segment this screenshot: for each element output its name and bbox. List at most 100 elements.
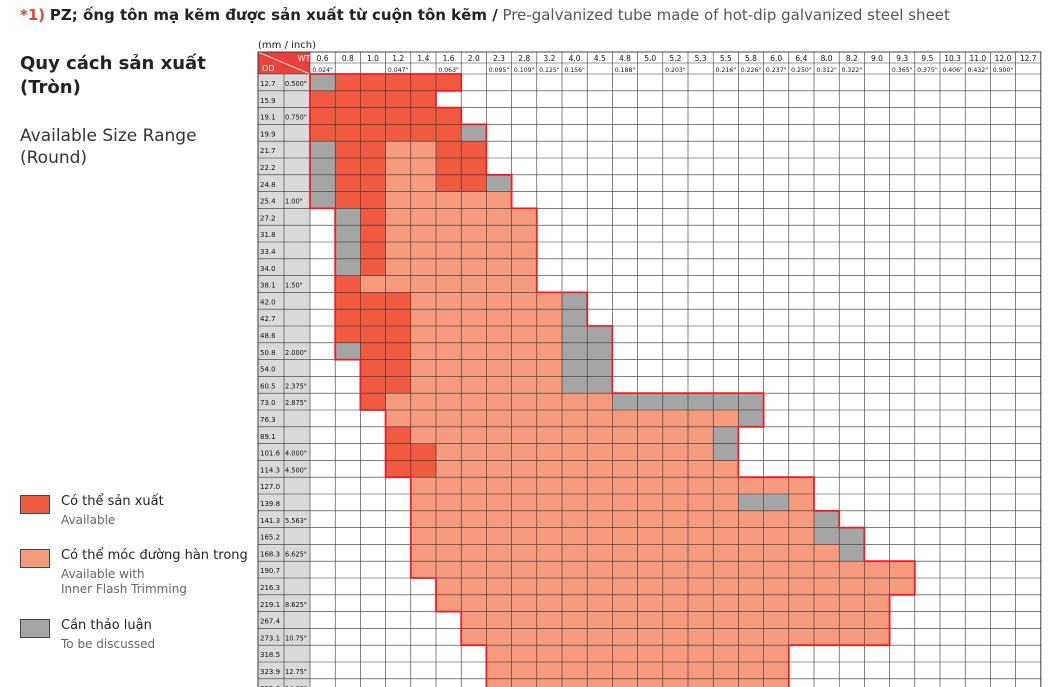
table-cell <box>562 342 588 360</box>
table-cell <box>788 527 814 545</box>
table-cell <box>612 678 638 687</box>
table-cell <box>713 628 739 646</box>
table-cell <box>587 561 613 578</box>
wt-label: 1.0 <box>367 54 379 63</box>
table-cell <box>385 158 411 175</box>
table-cell <box>461 477 487 494</box>
table-cell <box>511 460 537 478</box>
table-cell <box>562 594 588 612</box>
table-cell <box>511 242 537 259</box>
unit-label: (mm / inch) <box>258 40 316 51</box>
wt-inch-label: 0.125" <box>539 67 560 74</box>
table-cell <box>637 477 663 494</box>
table-cell <box>436 74 462 91</box>
table-cell <box>511 393 537 410</box>
od-label: 19.9 <box>260 130 276 138</box>
table-cell <box>637 611 663 629</box>
table-cell <box>662 594 688 612</box>
table-cell <box>662 662 688 679</box>
table-cell <box>335 309 361 326</box>
table-cell <box>436 174 462 192</box>
table-cell <box>385 124 411 142</box>
table-cell <box>763 678 789 687</box>
od-inch-label: 6.625" <box>285 550 307 558</box>
table-cell <box>839 628 865 646</box>
table-cell <box>763 611 789 629</box>
table-cell <box>360 242 386 259</box>
table-cell <box>662 678 688 687</box>
wt-label: 3.2 <box>543 54 555 63</box>
table-cell <box>662 628 688 646</box>
table-cell <box>310 158 336 175</box>
od-inch-label: 2.375" <box>285 382 307 390</box>
table-cell <box>814 527 840 545</box>
table-cell <box>511 292 537 310</box>
table-cell <box>410 393 436 410</box>
table-cell <box>436 594 462 612</box>
table-cell <box>310 90 336 108</box>
table-cell <box>839 611 865 629</box>
table-cell <box>486 376 512 394</box>
table-cell <box>788 510 814 528</box>
od-label: 89.1 <box>260 433 276 441</box>
table-cell <box>461 628 487 646</box>
wt-label: 8.0 <box>821 54 833 63</box>
table-cell <box>536 292 562 310</box>
table-cell <box>335 174 361 192</box>
table-cell <box>536 342 562 360</box>
od-label: 139.8 <box>260 500 280 508</box>
table-cell <box>713 494 739 511</box>
table-cell <box>562 443 588 461</box>
table-cell <box>511 258 537 276</box>
table-cell <box>385 275 411 293</box>
table-cell <box>410 275 436 293</box>
table-cell <box>738 410 764 427</box>
wt-inch-label: 0.226" <box>741 67 762 74</box>
wt-inch-label: 0.237" <box>766 67 787 74</box>
table-cell <box>562 611 588 629</box>
od-label: 73.0 <box>260 399 276 407</box>
table-cell <box>763 645 789 662</box>
table-cell <box>637 527 663 545</box>
table-cell <box>360 191 386 209</box>
table-cell <box>461 225 487 242</box>
table-cell <box>436 342 462 360</box>
wt-label: 1.2 <box>392 54 404 63</box>
table-cell <box>738 561 764 578</box>
table-cell <box>612 561 638 578</box>
table-cell <box>511 410 537 427</box>
table-cell <box>360 376 386 394</box>
table-cell <box>410 225 436 242</box>
table-cell <box>713 477 739 494</box>
table-cell <box>385 410 411 427</box>
table-cell <box>486 309 512 326</box>
table-cell <box>612 460 638 478</box>
table-cell <box>486 510 512 528</box>
table-cell <box>461 275 487 293</box>
table-cell <box>511 275 537 293</box>
table-cell <box>662 527 688 545</box>
table-cell <box>436 124 462 142</box>
table-cell <box>436 443 462 461</box>
od-inch-label: 10.75" <box>285 634 307 642</box>
table-cell <box>864 628 890 646</box>
legend-label-vi: Có thể móc đường hàn trong <box>61 548 248 563</box>
table-cell <box>536 326 562 343</box>
table-cell <box>713 527 739 545</box>
table-cell <box>511 443 537 461</box>
table-cell <box>436 326 462 343</box>
table-cell <box>385 393 411 410</box>
table-cell <box>688 594 714 612</box>
od-label: 24.8 <box>260 181 276 189</box>
wt-inch-label: 0.156" <box>564 67 585 74</box>
wt-inch-label: 0.203" <box>665 67 686 74</box>
table-cell <box>713 611 739 629</box>
od-label: 60.5 <box>260 382 276 390</box>
wt-label: 8.2 <box>846 54 858 63</box>
table-cell <box>410 141 436 158</box>
table-cell <box>839 527 865 545</box>
table-cell <box>587 510 613 528</box>
table-cell <box>814 594 840 612</box>
table-cell <box>436 275 462 293</box>
table-cell <box>461 460 487 478</box>
